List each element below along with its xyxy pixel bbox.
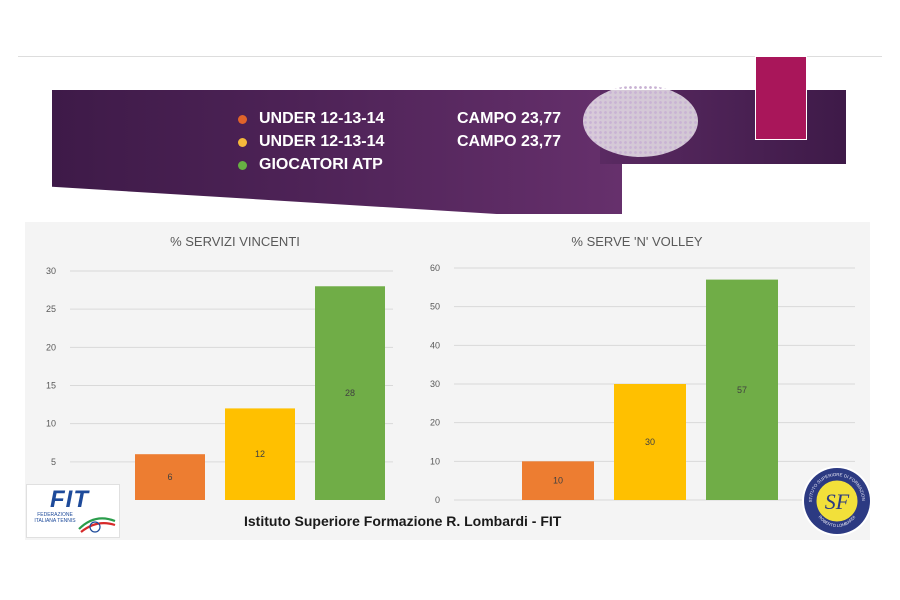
legend-label: GIOCATORI ATP — [259, 156, 383, 173]
footer-institute: Istituto Superiore Formazione R. Lombard… — [244, 513, 562, 529]
legend-item: UNDER 12-13-14 CAMPO 23,77 — [238, 109, 628, 132]
y-tick-label: 50 — [430, 302, 440, 312]
y-tick-label: 10 — [46, 419, 56, 429]
bar — [225, 408, 295, 500]
y-tick-label: 0 — [435, 495, 440, 505]
y-tick-label: 10 — [430, 456, 440, 466]
fit-logo: FIT FEDERAZIONE ITALIANA TENNIS — [26, 484, 120, 538]
bar-value-label: 10 — [553, 476, 563, 486]
seal-initials: SF — [825, 489, 850, 514]
bar — [614, 384, 686, 500]
bar — [706, 279, 778, 500]
legend-dot-icon — [238, 115, 247, 124]
bar — [522, 461, 594, 500]
bar-value-label: 6 — [167, 472, 172, 482]
chart-title: % SERVIZI VINCENTI — [170, 234, 300, 249]
bar — [135, 454, 205, 500]
decorative-accent-block — [755, 56, 807, 140]
fit-swoosh-icon — [78, 517, 116, 533]
y-tick-label: 15 — [46, 381, 56, 391]
bar-value-label: 28 — [345, 388, 355, 398]
y-tick-label: 30 — [430, 379, 440, 389]
legend: UNDER 12-13-14 CAMPO 23,77 UNDER 12-13-14 C… — [238, 109, 628, 178]
chart-title: % SERVE 'N' VOLLEY — [571, 234, 702, 249]
legend-label: UNDER 12-13-14 — [259, 133, 385, 150]
y-tick-label: 60 — [430, 263, 440, 273]
institute-seal: ISTITUTO SUPERIORE DI FORMAZIONE ROBERTO… — [801, 465, 872, 536]
y-tick-label: 25 — [46, 304, 56, 314]
top-divider — [18, 56, 882, 57]
legend-item: GIOCATORI ATP — [238, 155, 628, 178]
bar — [315, 286, 385, 500]
legend-campo: CAMPO 23,77 — [457, 133, 562, 150]
bar-value-label: 30 — [645, 437, 655, 447]
legend-campo: CAMPO 23,77 — [457, 110, 562, 127]
fit-logo-letters: FIT — [50, 486, 89, 513]
legend-dot-icon — [238, 161, 247, 170]
decorative-dot-pattern — [583, 85, 698, 157]
y-tick-label: 30 — [46, 266, 56, 276]
bar-value-label: 57 — [737, 385, 747, 395]
legend-item: UNDER 12-13-14 CAMPO 23,77 — [238, 132, 628, 155]
fit-logo-subtitle: FEDERAZIONE ITALIANA TENNIS — [34, 512, 76, 524]
y-tick-label: 5 — [51, 457, 56, 467]
y-tick-label: 20 — [46, 342, 56, 352]
charts-panel: % SERVIZI VINCENTI 5 10 15 20 25 30 6 12 28 % SERV… — [25, 222, 870, 540]
y-tick-label: 40 — [430, 340, 440, 350]
y-tick-label: 20 — [430, 418, 440, 428]
legend-label: UNDER 12-13-14 — [259, 110, 385, 127]
charts-canvas: % SERVIZI VINCENTI 5 10 15 20 25 30 6 12 28 % SERV… — [46, 234, 855, 505]
bar-value-label: 12 — [255, 449, 265, 459]
legend-dot-icon — [238, 138, 247, 147]
